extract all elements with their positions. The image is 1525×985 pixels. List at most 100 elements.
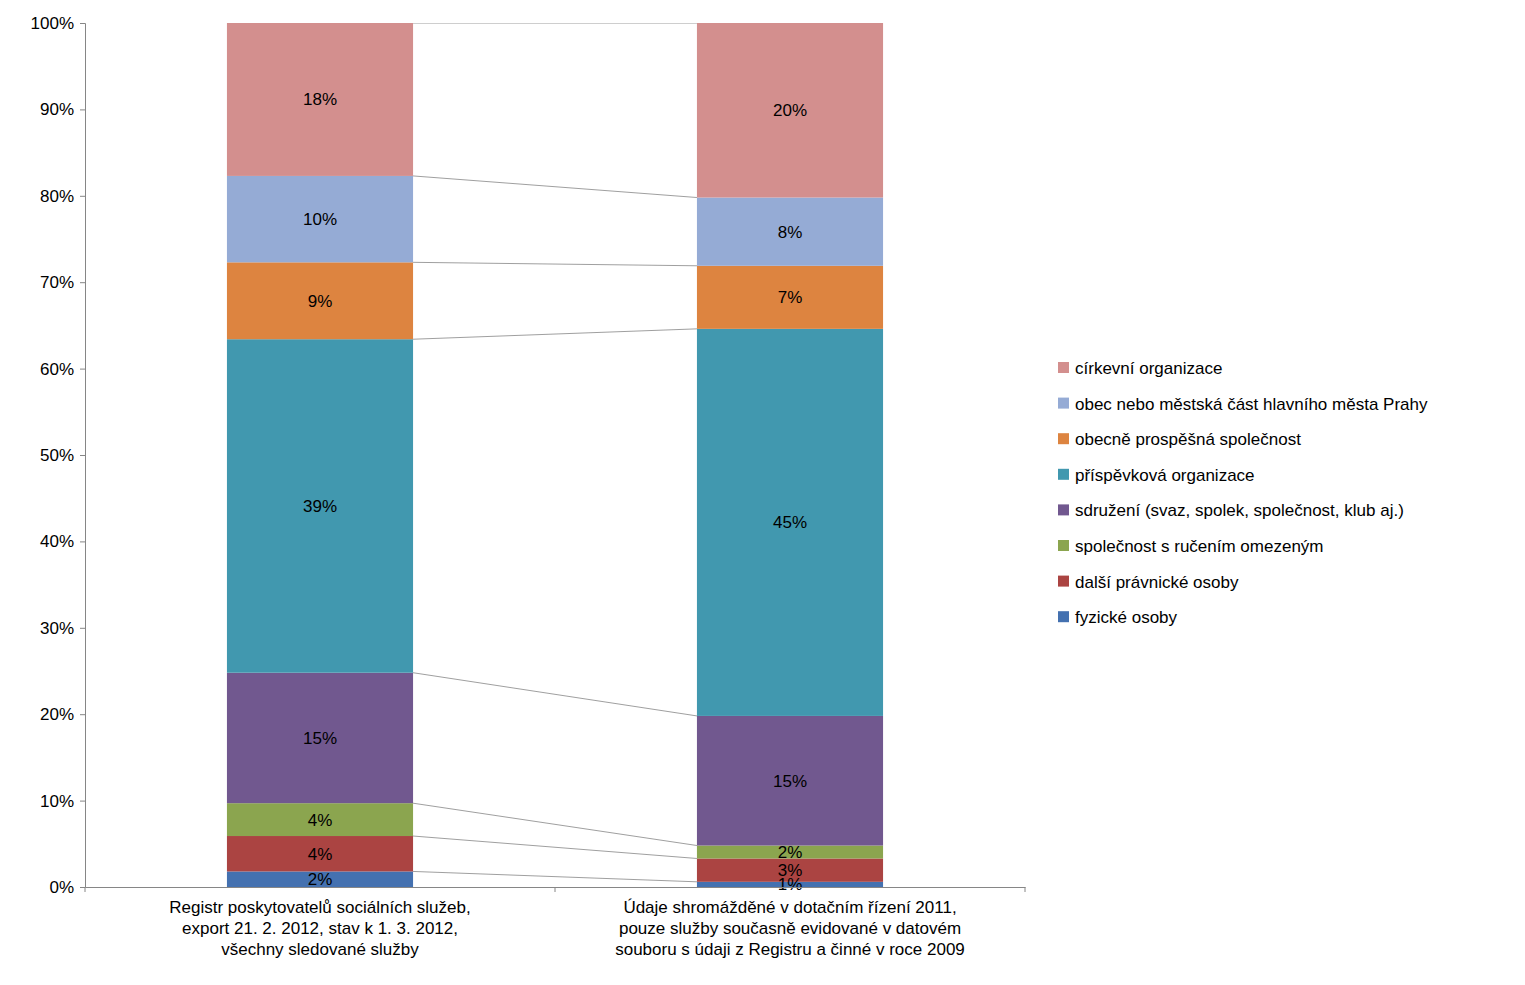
data-label: 2% <box>778 843 803 862</box>
data-label: 18% <box>303 90 337 109</box>
x-axis: Registr poskytovatelů sociálních služeb,… <box>86 887 1026 959</box>
tick: 10% <box>40 792 85 811</box>
data-label: 2% <box>308 870 333 889</box>
data-labels: 2%1%4%3%4%2%15%15%39%45%9%7%10%8%18%20% <box>303 90 807 894</box>
y-axis: 0% 10% 20% 30% 40% 50% 60% 70% 80% 90% 100% <box>31 14 86 897</box>
tick-mark <box>80 714 85 715</box>
tick-mark <box>80 23 85 24</box>
series <box>227 23 883 198</box>
tick: 50% <box>40 446 85 465</box>
bar <box>227 673 413 803</box>
tick: 0% <box>49 878 85 897</box>
tick: 90% <box>40 100 85 119</box>
data-label: 15% <box>303 729 337 748</box>
plot-area <box>227 23 883 887</box>
legend-label: církevní organizace <box>1075 359 1222 378</box>
tick-mark <box>80 541 85 542</box>
tick-label: 90% <box>40 100 74 119</box>
tick-mark <box>80 887 85 888</box>
tick-label: 60% <box>40 360 74 379</box>
tick: 80% <box>40 187 85 206</box>
bar <box>227 339 413 673</box>
legend-swatch <box>1058 362 1069 373</box>
tick-label: 0% <box>49 878 74 897</box>
tick-label: 100% <box>31 14 74 33</box>
axis-line <box>80 24 86 888</box>
series-line <box>413 871 697 881</box>
tick: Registr poskytovatelů sociálních služeb,… <box>169 887 470 959</box>
tick-mark <box>80 455 85 456</box>
tick-label: 30% <box>40 619 74 638</box>
data-label: 10% <box>303 210 337 229</box>
tick: 20% <box>40 705 85 724</box>
data-label: 45% <box>773 513 807 532</box>
legend-label: obec nebo městská část hlavního města Pr… <box>1075 395 1428 414</box>
tick: 40% <box>40 532 85 551</box>
tick-mark <box>80 369 85 370</box>
legend-label: sdružení (svaz, spolek, společnost, klub… <box>1075 501 1404 520</box>
data-label: 7% <box>778 288 803 307</box>
tick: 30% <box>40 619 85 638</box>
legend: církevní organizace obec nebo městská čás… <box>1058 359 1428 627</box>
legend-swatch <box>1058 433 1069 444</box>
legend-swatch <box>1058 398 1069 409</box>
tick-label: 50% <box>40 446 74 465</box>
series-line <box>413 176 697 198</box>
category-separator <box>85 887 86 892</box>
data-label: 4% <box>308 811 333 830</box>
bar <box>697 329 883 716</box>
bar <box>697 23 883 198</box>
series-line <box>413 23 697 24</box>
legend-label: obecně prospěšná společnost <box>1075 430 1301 449</box>
data-label: 9% <box>308 292 333 311</box>
tick-mark <box>80 282 85 283</box>
tick: 60% <box>40 360 85 379</box>
bar <box>227 836 413 871</box>
tick: 100% <box>31 14 85 33</box>
bar <box>227 23 413 176</box>
bar <box>227 262 413 339</box>
tick: Údaje shromážděné v dotačním řízení 2011… <box>615 887 965 959</box>
legend-label: příspěvková organizace <box>1075 466 1255 485</box>
legend-label: společnost s ručením omezeným <box>1075 537 1324 556</box>
bar <box>697 716 883 846</box>
bar <box>227 803 413 836</box>
legend-label: další právnické osoby <box>1075 573 1239 592</box>
tick-label: 40% <box>40 532 74 551</box>
tick-label: 80% <box>40 187 74 206</box>
category-separator <box>1025 887 1026 892</box>
legend-label: fyzické osoby <box>1075 608 1178 627</box>
tick-label: 20% <box>40 705 74 724</box>
data-label: 39% <box>303 497 337 516</box>
tick-label: Registr poskytovatelů sociálních služeb,… <box>169 898 470 959</box>
tick-mark <box>80 109 85 110</box>
tick-mark <box>80 196 85 197</box>
tick: 70% <box>40 273 85 292</box>
data-label: 4% <box>308 845 333 864</box>
series <box>227 329 883 716</box>
legend-swatch <box>1058 576 1069 587</box>
bar <box>697 858 883 881</box>
legend-swatch <box>1058 611 1069 622</box>
legend-swatch <box>1058 504 1069 515</box>
tick-label: Údaje shromážděné v dotačním řízení 2011… <box>615 898 965 959</box>
series-lines <box>413 23 697 882</box>
category-separator <box>555 887 556 892</box>
tick-mark <box>80 628 85 629</box>
series <box>227 262 883 339</box>
series-line <box>413 262 697 265</box>
tick-label: 10% <box>40 792 74 811</box>
legend-swatch <box>1058 469 1069 480</box>
bar <box>697 266 883 329</box>
tick-label: 70% <box>40 273 74 292</box>
legend-swatch <box>1058 540 1069 551</box>
series-line <box>413 329 697 339</box>
bar <box>697 198 883 266</box>
data-label: 3% <box>778 861 803 880</box>
series-line <box>413 803 697 845</box>
bar <box>227 176 413 262</box>
data-label: 20% <box>773 101 807 120</box>
data-label: 8% <box>778 223 803 242</box>
series-line <box>413 673 697 716</box>
tick-mark <box>80 801 85 802</box>
